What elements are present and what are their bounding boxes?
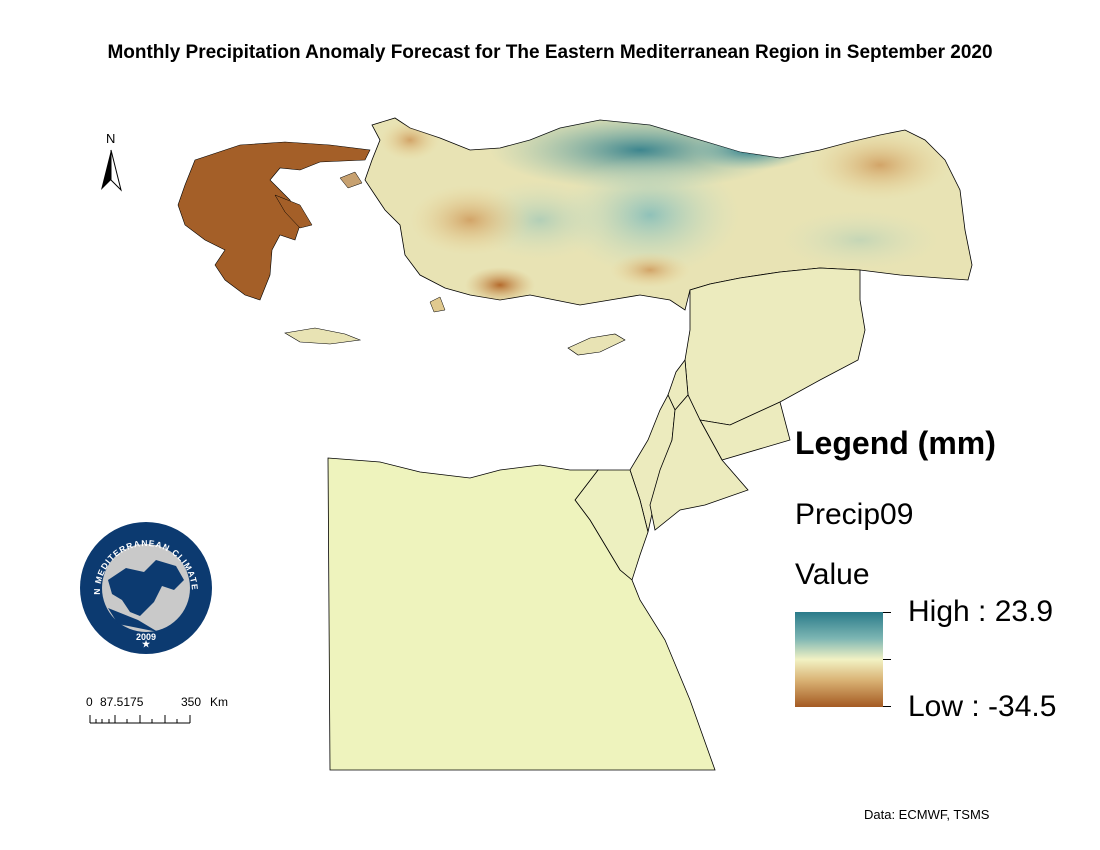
legend-layer-name: Precip09 (795, 498, 914, 531)
region-egypt (327, 457, 716, 771)
emcc-logo-icon: ★ 2009 EASTERN MEDITERRANEAN CLIMATE CEN… (78, 520, 212, 654)
legend-tick-high (883, 612, 891, 613)
region-greece (177, 141, 371, 301)
legend-tick-mid (883, 659, 891, 660)
island-rhodes (429, 296, 446, 313)
region-syria (684, 267, 866, 426)
legend-field-name: Value (795, 558, 870, 591)
north-arrow-label: N (106, 131, 116, 146)
legend-title: Legend (mm) (795, 425, 996, 461)
legend-low-label: Low : -34.5 (908, 690, 1057, 723)
legend-tick-low (883, 706, 891, 707)
scale-label-0: 0 (86, 695, 93, 709)
scale-label-mid: 87.5175 (100, 695, 144, 709)
logo-year: 2009 (136, 632, 156, 642)
region-jordan (649, 394, 749, 531)
island-crete (284, 327, 362, 345)
map-title: Monthly Precipitation Anomaly Forecast f… (107, 42, 993, 63)
svg-text:★: ★ (142, 639, 151, 649)
scale-unit: Km (210, 695, 228, 709)
island-evia (274, 194, 313, 229)
scale-label-end: 350 (181, 695, 202, 709)
legend-high-label: High : 23.9 (908, 595, 1054, 628)
legend-color-ramp (795, 612, 883, 707)
data-credit: Data: ECMWF, TSMS (864, 807, 990, 822)
island-lesbos (339, 171, 363, 189)
scale-bar (89, 715, 191, 724)
region-cyprus (567, 333, 626, 356)
north-arrow-icon (101, 149, 122, 192)
